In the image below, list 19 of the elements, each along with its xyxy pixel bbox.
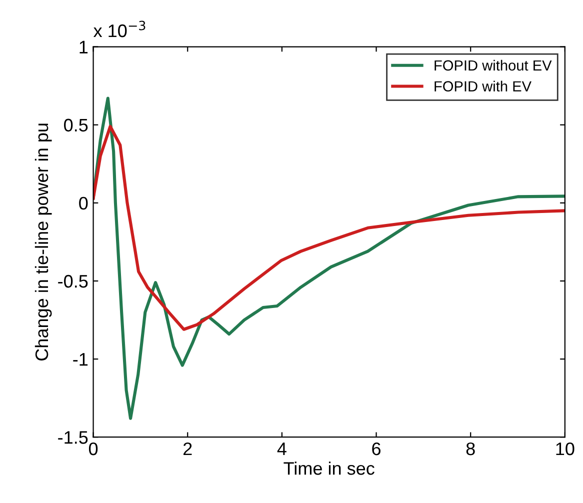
y-tick-label: 0.5 bbox=[64, 118, 88, 132]
legend-label: FOPID with EV bbox=[434, 80, 532, 92]
y-tick-label: -0.5 bbox=[58, 274, 88, 288]
y-tick-label: -1 bbox=[73, 353, 88, 366]
x-tick-label: 8 bbox=[466, 442, 475, 456]
y-tick-label: -1.5 bbox=[58, 431, 88, 444]
x-tick-label: 6 bbox=[372, 442, 380, 456]
y-tick-label: 0 bbox=[79, 196, 88, 210]
y-tick-label: 1 bbox=[80, 40, 88, 54]
line-series bbox=[93, 124, 565, 331]
text: x 10$^{−3}$ bbox=[93, 20, 146, 38]
x-tick-label: 2 bbox=[184, 442, 192, 456]
line-series bbox=[93, 96, 565, 420]
x-tick-label: 4 bbox=[277, 442, 286, 456]
x-tick-label: 10 bbox=[556, 442, 574, 456]
legend-label: FOPID without EV bbox=[434, 60, 552, 71]
x-axis-title: Time in sec bbox=[284, 462, 374, 475]
x-tick-label: 0 bbox=[88, 442, 98, 456]
y-axis-title: Change in tie-line power in pu bbox=[34, 124, 52, 360]
